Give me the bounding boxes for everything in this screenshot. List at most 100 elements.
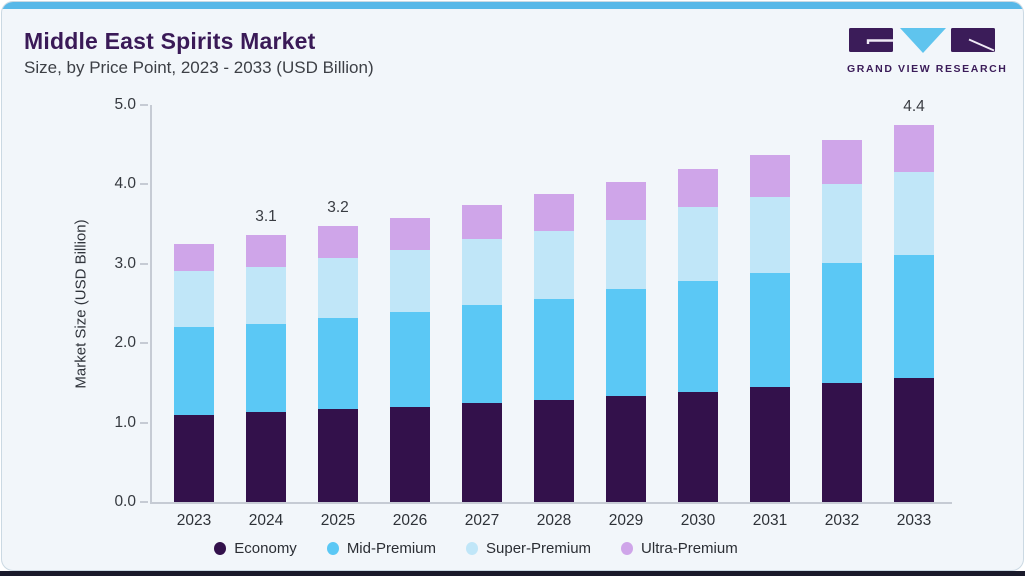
x-axis-label: 2027 [464,512,500,529]
bar-2024: 3.1 2024 [246,208,286,529]
bars-container: 2023 3.1 2024 3.2 2025 2026 2027 2028 2029 2030 20… [152,98,952,529]
plot-area: 0.0 1.0 2.0 3.0 4.0 5.0 2023 3.1 2024 3.2 2025 202… [114,96,952,529]
gvr-logo-icon [849,28,995,53]
y-tick-mark [140,262,148,265]
bar-segment-ultra-premium [174,244,214,272]
x-axis-label: 2023 [176,512,212,529]
bar-segment-economy [678,391,718,502]
bar-segment-economy [894,378,934,502]
bar-segment-economy [318,409,358,502]
bar-segment-super-premium [750,197,790,273]
bar-segment-super-premium [822,183,862,264]
chart-title: Middle East Spirits Market [24,28,316,54]
x-axis-label: 2025 [320,512,356,529]
legend-item-ultra-premium: Ultra-Premium [621,540,738,557]
bar-value-label: 3.1 [255,208,277,226]
grand-view-research-logo: GRAND VIEW RESEARCH [847,28,1008,75]
y-axis-title: Market Size (USD Billion) [72,219,90,389]
x-axis-label: 2030 [680,512,716,529]
bar-2025: 3.2 2025 [318,199,358,529]
x-axis-label: 2029 [608,512,644,529]
x-axis-label: 2024 [248,512,284,529]
legend-item-economy: Economy [214,540,297,557]
y-tick-mark [140,104,148,106]
bar-segment-super-premium [174,271,214,328]
logo-wordmark: GRAND VIEW RESEARCH [847,63,1008,75]
bar-segment-super-premium [462,239,502,306]
y-tick-label: 0.0 [114,493,136,510]
bar-segment-ultra-premium [318,226,358,259]
chart-legend: Economy Mid-Premium Super-Premium Ultra-Pre… [2,540,950,557]
bar-segment-economy [462,402,502,502]
legend-dot-icon [214,542,227,555]
bar-value-label: 3.2 [327,199,349,217]
bar-segment-super-premium [318,258,358,318]
bar-segment-super-premium [534,231,574,299]
bar-segment-mid-premium [894,255,934,379]
bar-segment-super-premium [246,267,286,325]
y-tick-mark [140,183,148,186]
bar-segment-economy [534,399,574,502]
bar-2029: 2029 [606,182,646,529]
bar-segment-ultra-premium [678,168,718,208]
bar-segment-mid-premium [462,305,502,403]
legend-label: Ultra-Premium [641,540,738,557]
legend-label: Super-Premium [486,540,592,557]
bar-segment-mid-premium [246,324,286,413]
bar-2031: 2031 [750,155,790,529]
bar-2023: 2023 [174,244,214,529]
y-tick-label: 1.0 [114,413,136,431]
legend-label: Mid-Premium [346,540,436,557]
bar-segment-economy [246,412,286,502]
y-tick-label: 4.0 [114,175,136,193]
bar-segment-mid-premium [318,317,358,410]
legend-label: Economy [234,540,297,557]
bar-segment-ultra-premium [822,139,862,184]
y-tick-mark [140,421,148,424]
x-axis-label: 2028 [536,512,572,529]
legend-dot-icon [326,542,339,555]
x-axis-label: 2032 [824,512,860,529]
bar-segment-economy [822,382,862,502]
bar-segment-ultra-premium [534,194,574,232]
chart-subtitle: Size, by Price Point, 2023 - 2033 (USD B… [24,58,374,78]
bar-2030: 2030 [678,168,718,529]
bar-segment-ultra-premium [606,182,646,221]
y-tick-label: 2.0 [114,334,136,352]
bar-segment-ultra-premium [462,205,502,240]
legend-dot-icon [621,542,634,555]
bar-segment-mid-premium [534,298,574,400]
bar-segment-mid-premium [822,263,862,383]
bar-segment-super-premium [390,249,430,313]
bar-segment-economy [606,395,646,502]
bar-2026: 2026 [390,217,430,529]
bar-segment-super-premium [678,207,718,282]
bar-value-label: 4.4 [903,97,925,115]
bar-segment-ultra-premium [246,235,286,268]
card-top-accent-bar [2,2,1023,9]
legend-item-super-premium: Super-Premium [466,540,591,557]
chart-header: Middle East Spirits Market Size, by Pric… [24,28,374,78]
bar-segment-mid-premium [678,281,718,392]
bar-2028: 2028 [534,194,574,529]
bar-segment-mid-premium [174,327,214,415]
bar-segment-mid-premium [390,312,430,407]
bar-segment-economy [390,406,430,502]
y-tick-mark [140,342,148,345]
bar-segment-ultra-premium [390,217,430,250]
bar-2027: 2027 [462,205,502,529]
x-axis-label: 2026 [392,512,428,529]
page-bottom-edge [0,571,1025,576]
y-tick-label: 5.0 [114,96,136,113]
x-axis-label: 2031 [752,512,788,529]
bar-segment-economy [174,414,214,502]
bar-segment-super-premium [606,220,646,290]
y-tick-mark [140,501,148,503]
x-axis-label: 2033 [896,512,932,529]
bar-segment-mid-premium [606,289,646,396]
legend-dot-icon [466,542,478,555]
bar-2033: 4.4 2033 [894,97,934,529]
bar-segment-mid-premium [750,272,790,387]
